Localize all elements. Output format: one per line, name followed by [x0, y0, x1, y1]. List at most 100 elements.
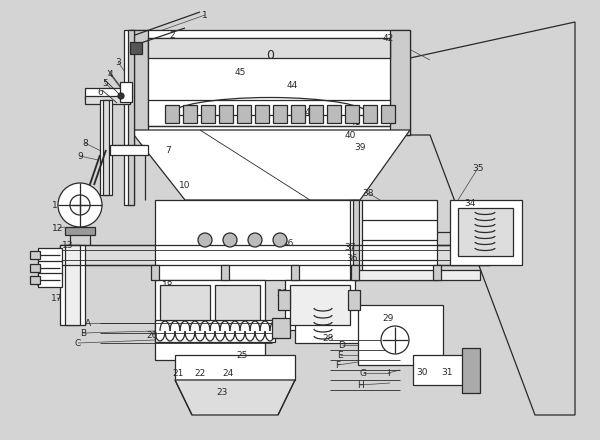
Bar: [124, 30, 134, 205]
Bar: [85, 96, 130, 104]
Bar: [450, 200, 522, 265]
Text: 37: 37: [344, 242, 356, 252]
Bar: [272, 318, 290, 338]
Bar: [350, 200, 362, 280]
Text: 19: 19: [166, 313, 178, 323]
Bar: [65, 227, 95, 235]
Bar: [221, 265, 229, 280]
Text: C: C: [75, 338, 81, 348]
Text: 26: 26: [277, 289, 287, 297]
Bar: [362, 200, 437, 280]
Text: 33: 33: [464, 210, 476, 220]
Bar: [165, 105, 179, 123]
Bar: [351, 265, 359, 280]
Text: F: F: [335, 360, 341, 370]
Text: 41: 41: [349, 117, 361, 127]
Text: 12: 12: [52, 224, 64, 232]
Bar: [255, 105, 269, 123]
Bar: [458, 208, 513, 256]
Circle shape: [118, 93, 124, 99]
Text: 40: 40: [344, 131, 356, 139]
Text: 8: 8: [82, 139, 88, 147]
Polygon shape: [410, 22, 575, 415]
Text: 27: 27: [298, 301, 308, 309]
Bar: [290, 285, 350, 325]
Bar: [291, 105, 305, 123]
Circle shape: [273, 233, 287, 247]
Polygon shape: [130, 130, 410, 200]
Bar: [130, 42, 142, 54]
Bar: [155, 320, 275, 342]
Text: 46: 46: [283, 238, 293, 247]
Text: 24: 24: [223, 369, 233, 378]
Bar: [390, 30, 410, 135]
Text: 30: 30: [416, 367, 428, 377]
Bar: [381, 105, 395, 123]
Bar: [363, 105, 377, 123]
Text: A: A: [85, 319, 91, 327]
Text: 18: 18: [162, 281, 174, 290]
Text: 4: 4: [107, 70, 113, 78]
Bar: [433, 265, 441, 280]
Text: 44: 44: [286, 81, 298, 89]
Bar: [201, 105, 215, 123]
Polygon shape: [175, 380, 295, 415]
Bar: [353, 200, 359, 280]
Bar: [295, 305, 360, 343]
Text: 13: 13: [62, 241, 74, 249]
Bar: [285, 280, 355, 330]
Text: I: I: [386, 369, 389, 378]
Text: 22: 22: [194, 369, 206, 378]
Text: 5: 5: [102, 78, 108, 88]
Bar: [291, 265, 299, 280]
Bar: [130, 30, 148, 135]
Bar: [30, 251, 40, 259]
Bar: [273, 105, 287, 123]
Text: 29: 29: [382, 313, 394, 323]
Text: E: E: [337, 351, 343, 359]
Text: 0: 0: [266, 48, 274, 62]
Text: 21: 21: [172, 369, 184, 378]
Text: 2: 2: [169, 30, 175, 40]
Circle shape: [58, 183, 102, 227]
Bar: [309, 105, 323, 123]
Bar: [358, 305, 443, 365]
Bar: [65, 245, 80, 325]
Text: H: H: [356, 381, 364, 389]
Bar: [348, 290, 360, 310]
Text: 43: 43: [304, 107, 316, 117]
Text: 17: 17: [51, 293, 63, 303]
Text: 23: 23: [217, 388, 227, 396]
Bar: [120, 82, 132, 102]
Text: 38: 38: [362, 188, 374, 198]
Bar: [327, 105, 341, 123]
Text: 15: 15: [38, 265, 50, 275]
Text: 16: 16: [36, 279, 48, 287]
Bar: [38, 261, 62, 275]
Bar: [155, 200, 355, 280]
Bar: [128, 30, 134, 205]
Bar: [219, 105, 233, 123]
Text: 20: 20: [146, 330, 158, 340]
Bar: [148, 38, 390, 58]
Bar: [215, 285, 260, 320]
Bar: [183, 105, 197, 123]
Bar: [30, 276, 40, 284]
Text: 32: 32: [457, 247, 467, 257]
Text: 42: 42: [382, 33, 394, 43]
Bar: [30, 264, 40, 272]
Text: B: B: [80, 329, 86, 337]
Text: 34: 34: [464, 198, 476, 208]
Circle shape: [381, 326, 409, 354]
Bar: [110, 145, 148, 155]
Bar: [462, 348, 480, 393]
Text: 7: 7: [165, 146, 171, 154]
Bar: [345, 105, 359, 123]
Bar: [38, 248, 62, 262]
Bar: [160, 285, 210, 320]
Bar: [175, 355, 295, 380]
Bar: [103, 100, 109, 195]
Text: 36: 36: [346, 253, 358, 263]
Text: 11: 11: [52, 201, 64, 209]
Text: 28: 28: [322, 334, 334, 342]
